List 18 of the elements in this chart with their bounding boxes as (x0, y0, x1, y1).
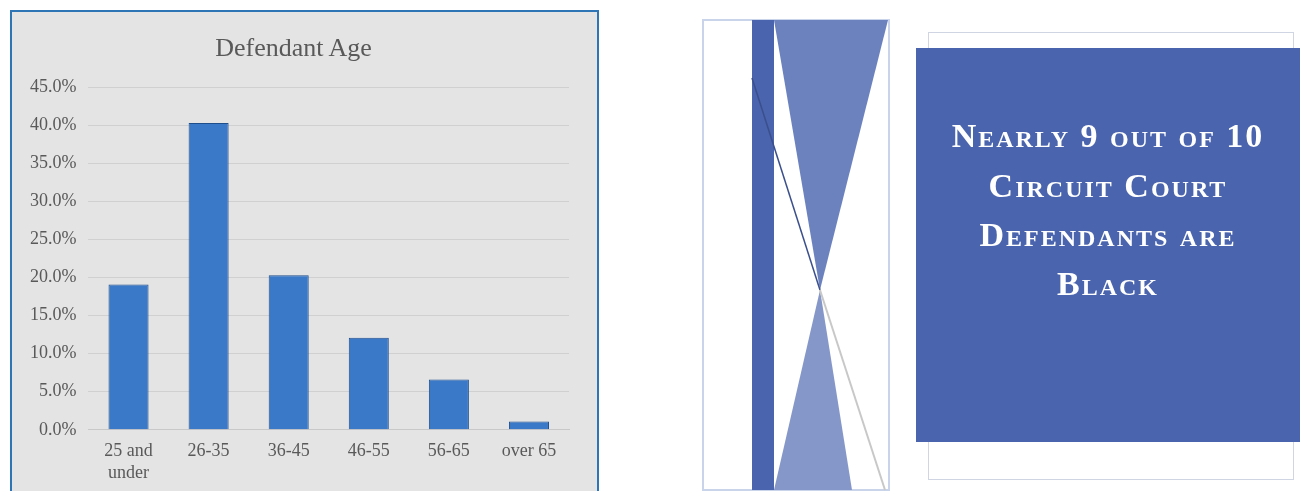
y-tick-label: 40.0% (29, 114, 77, 134)
y-tick-label: 10.0% (29, 342, 77, 363)
x-tick-label: 56-65 (427, 440, 470, 461)
y-tick-label: 15.0% (29, 304, 77, 325)
y-tick-label: 25.0% (29, 228, 77, 249)
x-tick-label: 36-45 (267, 440, 310, 461)
y-tick-label: 30.0% (29, 190, 77, 211)
chart-title: Defendant Age (215, 33, 372, 63)
y-tick-label: 0.0% (38, 418, 77, 439)
x-tick-label: 26-35 (187, 440, 230, 461)
x-tick-label: over 65 (501, 440, 557, 461)
x-tick-label: 25 and under (104, 440, 153, 482)
y-tick-label: 5.0% (38, 380, 77, 401)
y-tick-label: 45.0% (29, 75, 77, 96)
text: Nearly 9 out of 10 Circuit Court Defendants are Black (950, 116, 1266, 305)
y-tick-label: 20.0% (29, 266, 77, 287)
x-tick-label: 46-55 (347, 440, 390, 461)
y-tick-label: 35.0% (29, 152, 77, 173)
